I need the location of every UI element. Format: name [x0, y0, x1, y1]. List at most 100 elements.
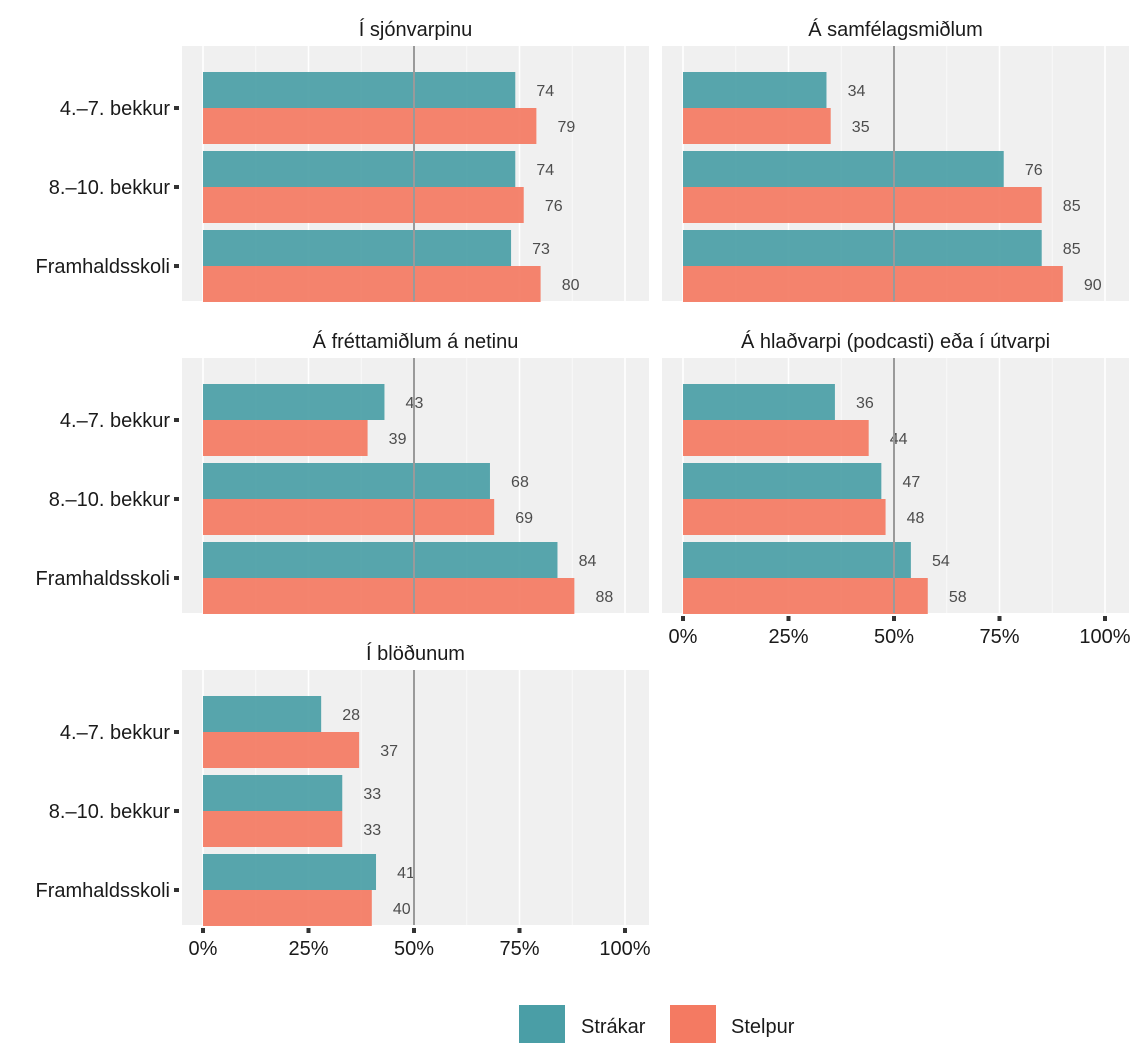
y-tick: [174, 888, 179, 892]
bar-stelpur: [683, 108, 831, 144]
bar-stelpur: [683, 578, 928, 614]
category-label: 8.–10. bekkur: [49, 489, 171, 511]
value-label: 35: [852, 119, 870, 136]
bar-stelpur: [683, 420, 869, 456]
facet-panel: Á samfélagsmiðlum 34 35 76 85 85 90: [662, 18, 1129, 302]
bar-stelpur: [203, 187, 524, 223]
value-label: 74: [536, 83, 554, 100]
y-tick: [174, 418, 179, 422]
x-tick-label: 100%: [599, 938, 650, 960]
bar-strakar: [203, 384, 385, 420]
bar-stelpur: [203, 890, 372, 926]
value-label: 54: [932, 553, 950, 570]
x-tick: [786, 616, 791, 621]
panel-title: Í blöðunum: [366, 642, 465, 665]
bar-stelpur: [203, 811, 343, 847]
bar-strakar: [203, 854, 377, 890]
x-tick: [517, 928, 522, 933]
value-label: 79: [557, 119, 575, 136]
bar-stelpur: [683, 266, 1063, 302]
x-tick-label: 25%: [768, 626, 808, 648]
facet-panel: Á fréttamiðlum á netinu4339686984884.–7.…: [36, 330, 649, 614]
value-label: 33: [363, 822, 381, 839]
bar-strakar: [203, 230, 512, 266]
facet-panel: Í sjónvarpinu 74 79 74 76 73 80 4.–7. bekkur 8.–…: [36, 18, 649, 302]
x-tick: [1103, 616, 1107, 621]
panel-title: Á samfélagsmiðlum: [808, 18, 983, 41]
x-tick-label: 0%: [669, 626, 698, 648]
bar-strakar: [203, 542, 558, 578]
value-label: 88: [595, 589, 613, 606]
bar-strakar: [203, 696, 322, 732]
category-label: 4.–7. bekkur: [60, 410, 170, 432]
value-label: 28: [342, 707, 360, 724]
y-tick: [174, 264, 179, 268]
bar-stelpur: [203, 108, 537, 144]
x-tick: [306, 928, 311, 933]
bar-stelpur: [683, 499, 886, 535]
panel-title: Á fréttamiðlum á netinu: [313, 330, 519, 353]
value-label: 73: [532, 241, 550, 258]
bar-strakar: [203, 463, 490, 499]
facet-panel: Á hlaðvarpi (podcasti) eða í útvarpi 36 44…: [662, 330, 1131, 648]
bar-strakar: [683, 230, 1042, 266]
value-label: 68: [511, 474, 529, 491]
x-tick-label: 25%: [288, 938, 328, 960]
bar-strakar: [203, 775, 343, 811]
bar-strakar: [203, 151, 516, 187]
legend-label: Stelpur: [731, 1016, 795, 1038]
value-label: 33: [363, 786, 381, 803]
value-label: 41: [397, 865, 415, 882]
y-tick: [174, 730, 179, 734]
category-label: 8.–10. bekkur: [49, 177, 171, 199]
bar-stelpur: [203, 266, 541, 302]
bar-stelpur: [203, 732, 360, 768]
x-tick: [201, 928, 205, 933]
category-label: Framhaldsskoli: [36, 880, 170, 902]
value-label: 34: [848, 83, 866, 100]
facet-panel: Í blöðunum 28 37 33 33 41 40 4.–7. bekkur 8.–10.…: [36, 642, 651, 960]
value-label: 80: [562, 277, 580, 294]
bar-strakar: [683, 151, 1004, 187]
y-tick: [174, 185, 179, 189]
y-tick: [174, 497, 179, 501]
x-tick-label: 0%: [189, 938, 218, 960]
category-label: 4.–7. bekkur: [60, 722, 170, 744]
y-tick: [174, 106, 179, 110]
value-label: 90: [1084, 277, 1102, 294]
category-label: Framhaldsskoli: [36, 256, 170, 278]
legend: Strákar Stelpur: [519, 1005, 795, 1043]
category-label: 4.–7. bekkur: [60, 98, 170, 120]
value-label: 39: [389, 431, 407, 448]
panel-title: Á hlaðvarpi (podcasti) eða í útvarpi: [741, 330, 1050, 353]
x-tick-label: 75%: [979, 626, 1019, 648]
y-tick: [174, 809, 179, 813]
legend-label: Strákar: [581, 1016, 646, 1038]
panel-title: Í sjónvarpinu: [359, 18, 472, 41]
value-label: 74: [536, 162, 554, 179]
x-tick-label: 50%: [394, 938, 434, 960]
value-label: 48: [907, 510, 925, 527]
bar-stelpur: [203, 420, 368, 456]
value-label: 36: [856, 395, 874, 412]
value-label: 85: [1063, 198, 1081, 215]
legend-swatch: [519, 1005, 565, 1043]
x-tick: [681, 616, 685, 621]
bar-strakar: [683, 542, 911, 578]
bar-stelpur: [203, 578, 575, 614]
x-tick: [997, 616, 1002, 621]
value-label: 40: [393, 901, 411, 918]
bar-strakar: [203, 72, 516, 108]
value-label: 84: [579, 553, 597, 570]
bar-stelpur: [683, 187, 1042, 223]
x-tick-label: 100%: [1079, 626, 1130, 648]
y-tick: [174, 576, 179, 580]
bar-strakar: [683, 463, 882, 499]
bar-strakar: [683, 384, 835, 420]
value-label: 85: [1063, 241, 1081, 258]
bar-strakar: [683, 72, 827, 108]
legend-swatch: [670, 1005, 716, 1043]
x-tick-label: 75%: [499, 938, 539, 960]
x-tick: [623, 928, 627, 933]
